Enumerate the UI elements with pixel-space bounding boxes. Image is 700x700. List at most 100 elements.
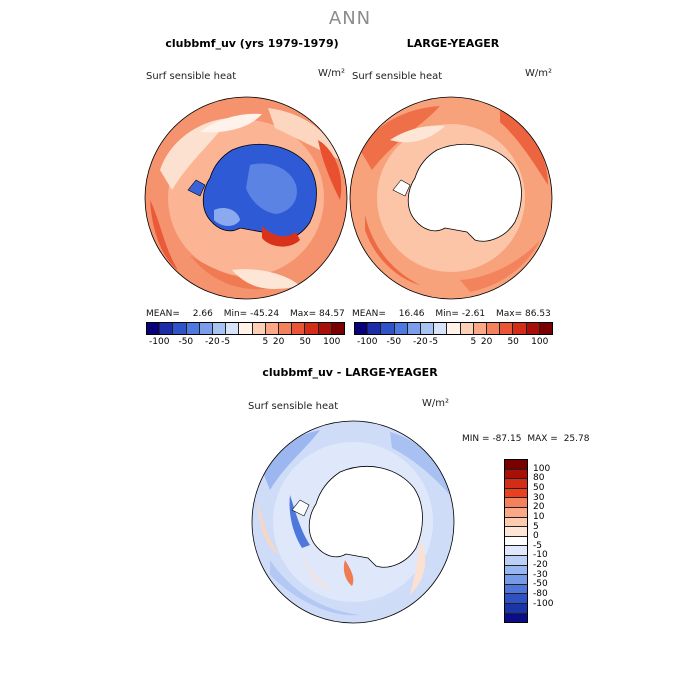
panel1-min-label: Min= (223, 309, 248, 319)
colorbar-swatch (487, 323, 501, 334)
colorbar-tick-label: 50 (507, 337, 519, 347)
colorbar-swatch (505, 469, 527, 480)
colorbar-tick-label: -100 (533, 598, 554, 609)
panel1-units: W/m² (318, 68, 346, 79)
colorbar-swatch (407, 323, 422, 334)
panel1-mean-label: MEAN= (146, 309, 180, 319)
colorbar-swatch (505, 555, 527, 566)
colorbar-tick-label: -5 (533, 540, 542, 551)
colorbar-tick-label: 5 (470, 337, 477, 347)
panel2-min: -2.61 (461, 309, 486, 319)
colorbar-swatch (505, 613, 527, 623)
colorbar-tick-label: -80 (533, 589, 548, 600)
colorbar-tick-label: -5 (221, 337, 231, 347)
colorbar-swatch (505, 565, 527, 576)
colorbar-tick-label: 50 (533, 482, 545, 493)
colorbar-swatch (526, 323, 540, 334)
panel1-mean: 2.66 (192, 309, 213, 319)
colorbar-swatch (513, 323, 527, 334)
colorbar-swatch (394, 323, 408, 334)
colorbar-swatch (505, 517, 527, 528)
panel2-title: LARGE-YEAGER (406, 37, 500, 50)
colorbar-swatch (213, 323, 227, 334)
panel1-variable: Surf sensible heat (146, 71, 237, 82)
colorbar-swatch (447, 323, 461, 334)
panel1-max: 84.57 (319, 309, 345, 319)
colorbar-swatch (292, 323, 306, 334)
panel2-mean-label: MEAN= (352, 309, 386, 319)
panel2-max: 86.53 (525, 309, 551, 319)
colorbar-tick-label: 20 (272, 337, 285, 347)
colorbar-swatch (505, 603, 527, 614)
panel3-stats: MIN = -87.15 MAX = 25.78 (462, 434, 589, 444)
colorbar-swatch (186, 323, 200, 334)
colorbar-swatch (505, 527, 527, 537)
colorbar-tick-label: -50 (386, 337, 402, 347)
colorbar-tick-label: 100 (533, 463, 551, 474)
panel1-max-label: Max= (289, 309, 317, 319)
panel2-stats: MEAN= 16.46 Min= -2.61 Max= 86.53 (352, 309, 551, 319)
colorbar-tick-label: 50 (299, 337, 311, 347)
colorbar-swatch (368, 323, 382, 334)
colorbar-tick-label: 5 (262, 337, 269, 347)
panel3-min-label: MIN = (462, 434, 490, 444)
colorbar-swatch (279, 323, 293, 334)
colorbar-tick-label: 100 (531, 337, 549, 347)
panel2-max-label: Max= (495, 309, 523, 319)
colorbar-tick-label: 5 (533, 521, 539, 532)
season-title: ANN (328, 8, 372, 29)
colorbar-tick-label: -20 (412, 337, 428, 347)
colorbar-swatch (226, 323, 240, 334)
colorbar-swatch (331, 323, 345, 334)
colorbar-tick-label: -10 (533, 550, 548, 561)
colorbar-swatch (199, 323, 214, 334)
colorbar-swatch (505, 488, 527, 499)
panel3-units: W/m² (422, 398, 450, 409)
colorbar-swatch (381, 323, 395, 334)
colorbar-swatch (421, 323, 435, 334)
panel1-title: clubbmf_uv (yrs 1979-1979) (165, 37, 339, 50)
colorbar-swatch (505, 498, 527, 508)
colorbar-swatch (505, 536, 527, 547)
colorbar-swatch (252, 323, 266, 334)
colorbar-swatch (539, 323, 553, 334)
colorbar-tick-label: 20 (533, 502, 545, 513)
panel3-max: 25.78 (563, 434, 590, 444)
colorbar-tick-label: 100 (323, 337, 341, 347)
colorbar-swatch (505, 546, 527, 556)
panel2-mean: 16.46 (398, 309, 425, 319)
colorbar-swatch (505, 584, 527, 595)
panel2-variable: Surf sensible heat (352, 71, 443, 82)
colorbar-tick-label: -50 (533, 579, 548, 590)
colorbar-tick-label: -20 (533, 560, 548, 571)
diff-colorbar (504, 459, 528, 623)
colorbar-swatch (505, 460, 527, 470)
colorbar-swatch (173, 323, 187, 334)
colorbar-swatch (460, 323, 474, 334)
colorbar-swatch (305, 323, 319, 334)
colorbar-tick-label: -20 (204, 337, 220, 347)
colorbar-swatch (473, 323, 488, 334)
panel2-colorbar (354, 322, 553, 335)
colorbar-swatch (160, 323, 174, 334)
colorbar-tick-label: -5 (429, 337, 439, 347)
colorbar-swatch (239, 323, 253, 334)
panel1-colorbar (146, 322, 345, 335)
panel3-min: -87.15 (492, 434, 522, 444)
panel2-units: W/m² (525, 68, 553, 79)
colorbar-swatch (318, 323, 332, 334)
colorbar-swatch (505, 479, 527, 489)
colorbar-swatch (434, 323, 448, 334)
colorbar-swatch (500, 323, 514, 334)
colorbar-swatch (505, 575, 527, 585)
colorbar-swatch (147, 323, 161, 334)
colorbar-tick-label: 0 (533, 531, 539, 542)
panel3-title: clubbmf_uv - LARGE-YEAGER (262, 366, 438, 379)
colorbar-tick-label: 20 (480, 337, 493, 347)
panel1-stats: MEAN= 2.66 Min= -45.24 Max= 84.57 (146, 309, 345, 319)
colorbar-tick-label: 80 (533, 473, 545, 484)
panel1-min: -45.24 (250, 309, 280, 319)
